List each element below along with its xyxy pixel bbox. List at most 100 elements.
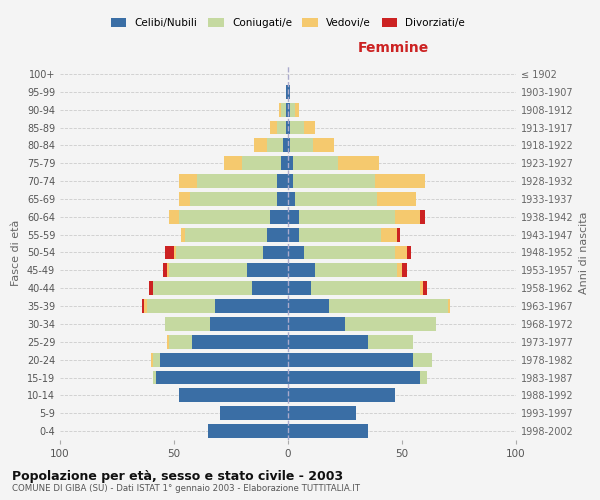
Bar: [382, 228, 397, 241]
Bar: [286, 120, 288, 134]
Bar: [270, 210, 288, 224]
Bar: [279, 102, 281, 117]
Bar: [151, 352, 154, 366]
Bar: [254, 138, 268, 152]
Bar: [288, 174, 293, 188]
Bar: [304, 120, 316, 134]
Bar: [281, 156, 288, 170]
Bar: [165, 317, 211, 331]
Bar: [268, 138, 283, 152]
Bar: [215, 299, 288, 313]
Bar: [154, 370, 156, 384]
Bar: [165, 246, 174, 260]
Bar: [295, 192, 377, 206]
Bar: [304, 246, 395, 260]
Bar: [174, 246, 176, 260]
Bar: [179, 192, 190, 206]
Bar: [288, 406, 356, 420]
Bar: [211, 317, 288, 331]
Text: Femmine: Femmine: [357, 41, 428, 55]
Y-axis label: Fasce di età: Fasce di età: [11, 220, 21, 286]
Bar: [288, 192, 295, 206]
Bar: [277, 120, 286, 134]
Bar: [277, 174, 288, 188]
Bar: [397, 228, 400, 241]
Bar: [288, 138, 290, 152]
Bar: [251, 281, 288, 295]
Bar: [197, 174, 277, 188]
Bar: [224, 156, 242, 170]
Bar: [270, 120, 277, 134]
Legend: Celibi/Nubili, Coniugati/e, Vedovi/e, Divorziati/e: Celibi/Nubili, Coniugati/e, Vedovi/e, Di…: [107, 14, 469, 32]
Bar: [167, 264, 169, 278]
Bar: [420, 370, 427, 384]
Bar: [290, 102, 295, 117]
Bar: [293, 156, 338, 170]
Text: Popolazione per età, sesso e stato civile - 2003: Popolazione per età, sesso e stato civil…: [12, 470, 343, 483]
Bar: [420, 210, 425, 224]
Bar: [288, 388, 395, 402]
Bar: [283, 138, 288, 152]
Bar: [288, 424, 368, 438]
Bar: [288, 299, 329, 313]
Bar: [413, 352, 431, 366]
Bar: [299, 210, 395, 224]
Bar: [295, 102, 299, 117]
Bar: [299, 228, 382, 241]
Bar: [288, 352, 413, 366]
Bar: [316, 264, 397, 278]
Bar: [167, 335, 169, 349]
Bar: [338, 156, 379, 170]
Bar: [281, 102, 286, 117]
Bar: [154, 281, 251, 295]
Bar: [286, 102, 288, 117]
Bar: [160, 352, 288, 366]
Bar: [288, 85, 290, 99]
Bar: [169, 210, 179, 224]
Bar: [293, 174, 374, 188]
Bar: [163, 264, 167, 278]
Bar: [288, 120, 290, 134]
Bar: [288, 102, 290, 117]
Bar: [185, 228, 268, 241]
Text: COMUNE DI GIBA (SU) - Dati ISTAT 1° gennaio 2003 - Elaborazione TUTTITALIA.IT: COMUNE DI GIBA (SU) - Dati ISTAT 1° genn…: [12, 484, 360, 493]
Bar: [368, 335, 413, 349]
Bar: [402, 264, 407, 278]
Bar: [179, 174, 197, 188]
Bar: [288, 281, 311, 295]
Bar: [268, 228, 288, 241]
Bar: [208, 424, 288, 438]
Bar: [395, 210, 420, 224]
Bar: [288, 156, 293, 170]
Bar: [154, 352, 160, 366]
Bar: [448, 299, 450, 313]
Bar: [329, 299, 448, 313]
Bar: [395, 246, 407, 260]
Bar: [192, 335, 288, 349]
Bar: [179, 210, 270, 224]
Bar: [142, 299, 145, 313]
Bar: [288, 335, 368, 349]
Bar: [345, 317, 436, 331]
Y-axis label: Anni di nascita: Anni di nascita: [579, 211, 589, 294]
Bar: [377, 192, 416, 206]
Bar: [422, 281, 427, 295]
Bar: [190, 192, 277, 206]
Bar: [179, 388, 288, 402]
Bar: [290, 120, 304, 134]
Bar: [181, 228, 185, 241]
Bar: [247, 264, 288, 278]
Bar: [145, 299, 146, 313]
Bar: [149, 281, 154, 295]
Bar: [288, 264, 316, 278]
Bar: [263, 246, 288, 260]
Bar: [397, 264, 402, 278]
Bar: [146, 299, 215, 313]
Bar: [176, 246, 263, 260]
Bar: [288, 246, 304, 260]
Bar: [169, 335, 192, 349]
Bar: [311, 281, 420, 295]
Bar: [277, 192, 288, 206]
Bar: [290, 138, 313, 152]
Bar: [286, 85, 288, 99]
